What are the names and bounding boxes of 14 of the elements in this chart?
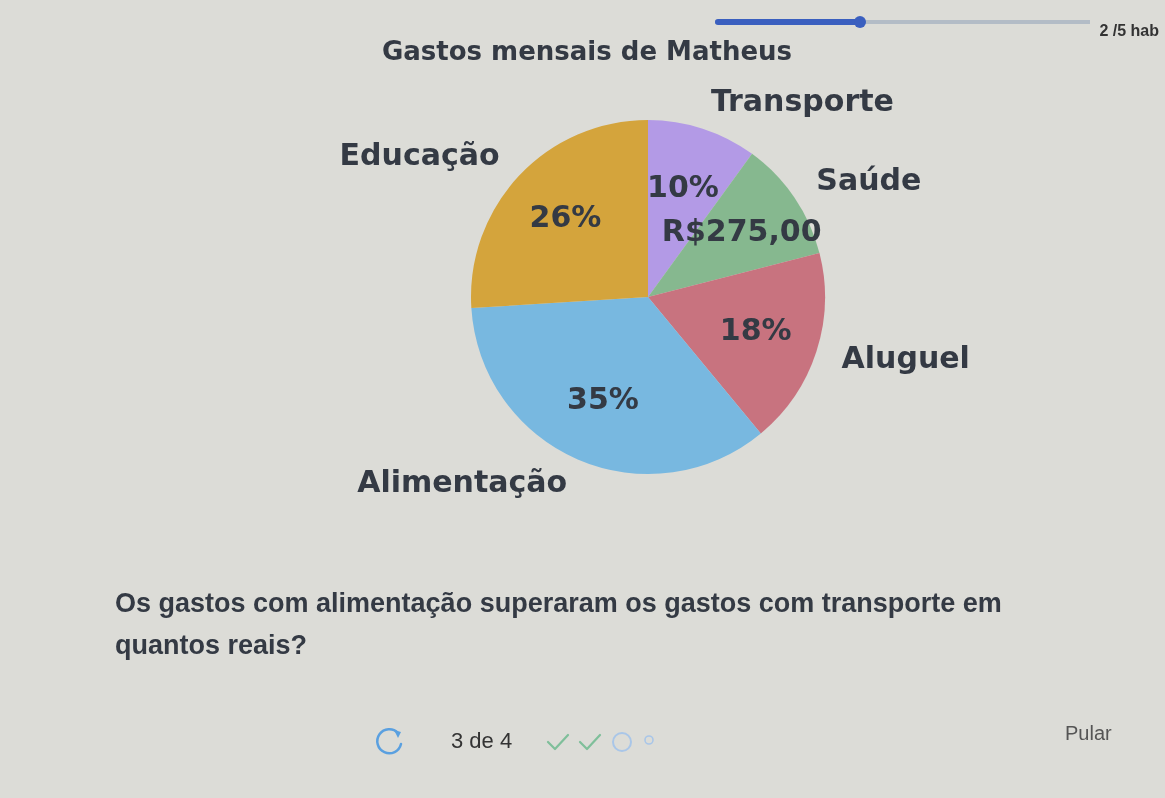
text: 2 /5 hab xyxy=(1099,22,1159,40)
data-label: 18% xyxy=(719,311,792,347)
slice-label: Transporte xyxy=(710,83,894,119)
text: 3 de 4 xyxy=(451,728,513,754)
data-label: 35% xyxy=(567,380,639,416)
text: Pular xyxy=(1065,722,1112,745)
data-label: 10% xyxy=(647,169,719,205)
slice-label: Saúde xyxy=(816,162,922,198)
text: Os gastos com alimentação superaram os gastos com transporte em quantos reais? xyxy=(115,587,1003,662)
data-label: 26% xyxy=(529,199,602,235)
slice-label: Aluguel xyxy=(841,339,970,375)
slice-label: Alimentação xyxy=(357,463,568,499)
chart-title: Gastos mensais de Matheus xyxy=(380,36,794,66)
slice-label: Educação xyxy=(339,137,500,173)
